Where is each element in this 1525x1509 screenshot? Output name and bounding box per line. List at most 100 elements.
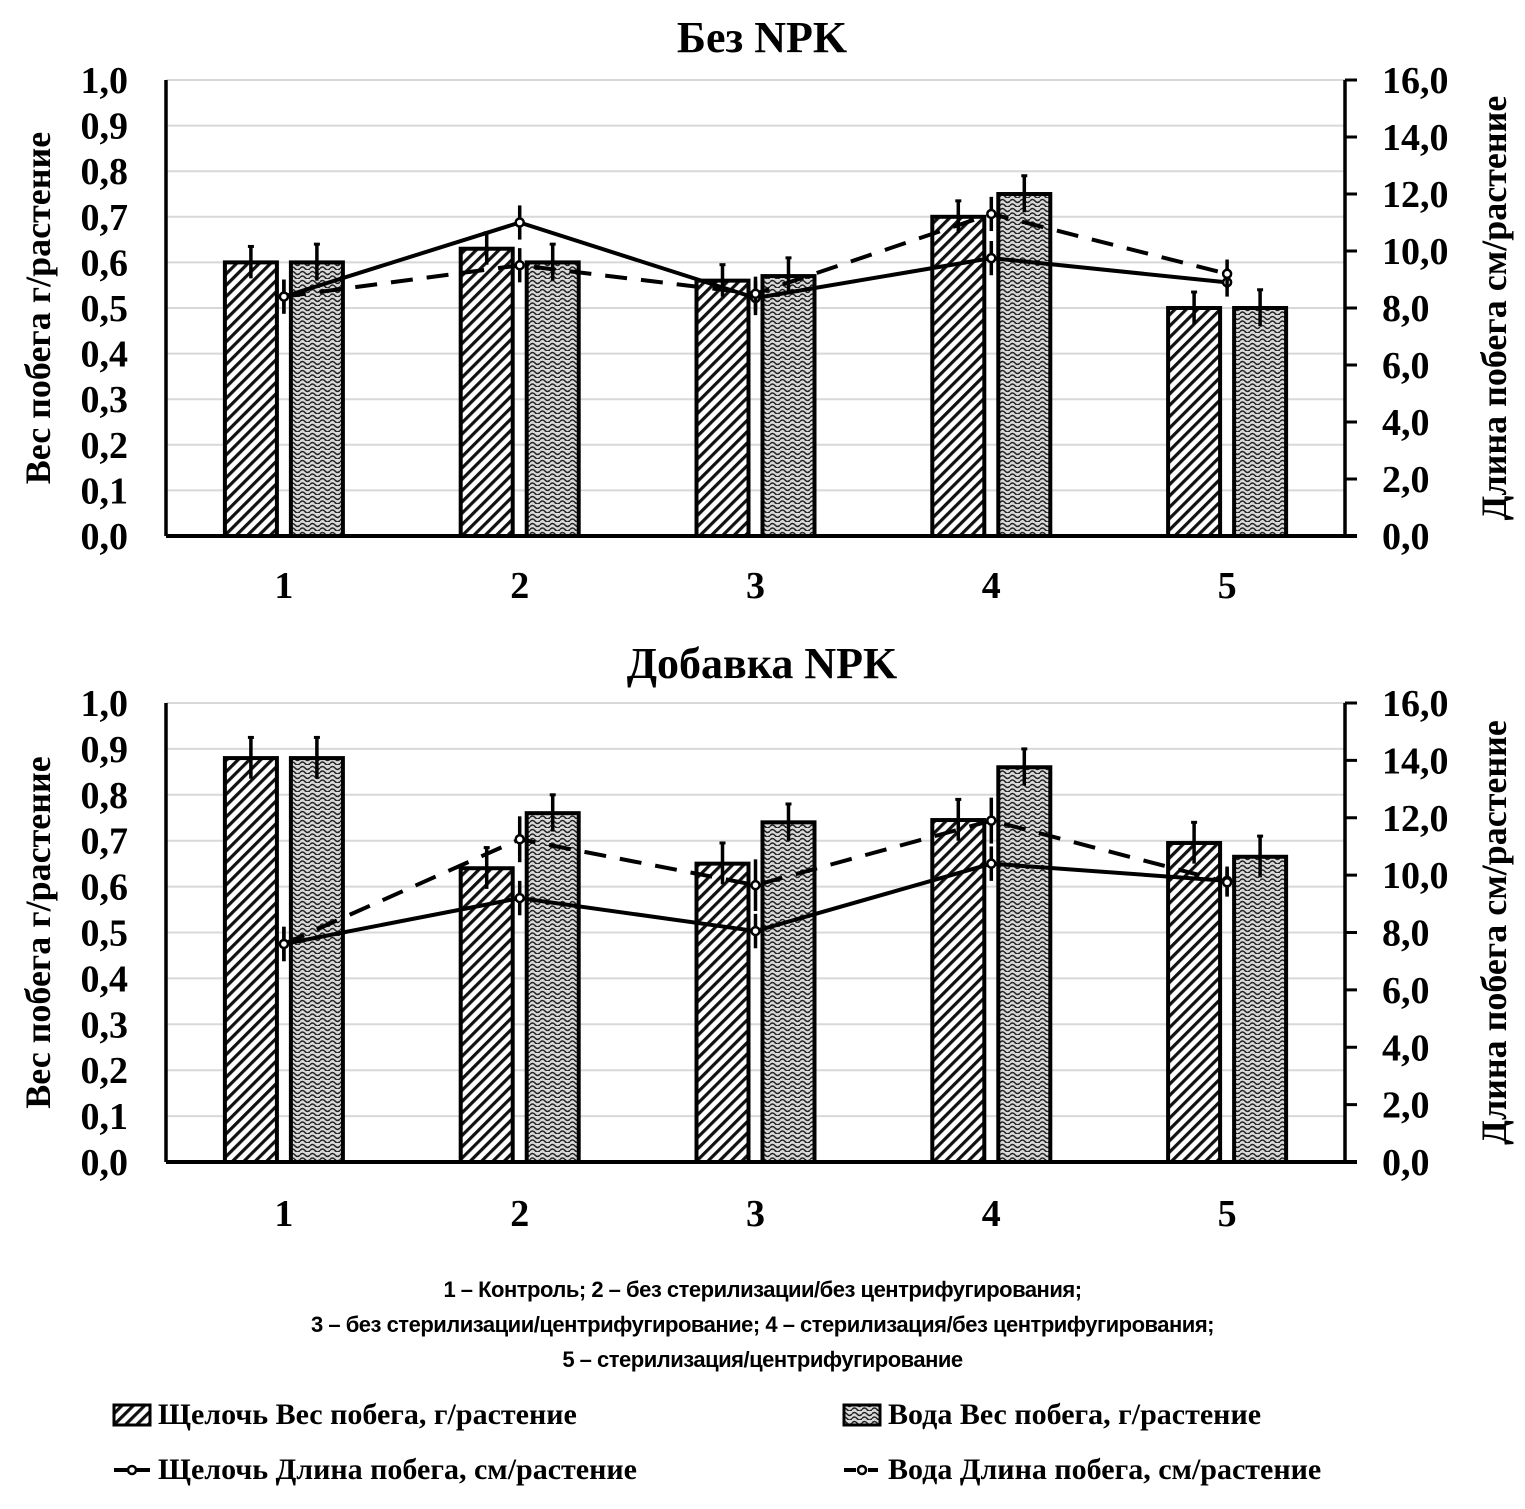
caption-line-2: 3 – без стерилизации/центрифугирование; … xyxy=(311,1312,1215,1337)
chart-without-npk: Без NPK0,00,10,20,30,40,50,60,70,80,91,0… xyxy=(18,13,1514,607)
bar-alkali-weight xyxy=(1166,306,1223,538)
point-water-length xyxy=(750,879,761,891)
point-water-length xyxy=(278,938,290,950)
y-left-tick-label: 0,0 xyxy=(81,1142,129,1184)
y-left-tick-label: 0,8 xyxy=(81,775,129,817)
y-right-tick-label: 6,0 xyxy=(1382,970,1430,1012)
y-left-tick-label: 1,0 xyxy=(81,683,129,725)
y-left-tick-label: 0,2 xyxy=(81,425,129,467)
point-water-length xyxy=(278,291,290,302)
x-tick-label: 1 xyxy=(274,1193,293,1235)
y-left-tick-label: 0,1 xyxy=(81,1096,129,1138)
x-tick-label: 3 xyxy=(746,565,765,607)
y-right-tick-label: 8,0 xyxy=(1382,288,1430,330)
legend-label: Вода Вес побега, г/растение xyxy=(888,1398,1262,1431)
bar-alkali-weight xyxy=(930,214,987,539)
bar-water-weight xyxy=(760,274,817,538)
y-right-axis-title: Длина побега см/растение xyxy=(1474,720,1514,1145)
y-left-tick-label: 0,8 xyxy=(81,151,129,193)
y-left-tick-label: 0,9 xyxy=(81,106,129,148)
point-alkali-length xyxy=(986,858,997,869)
legend-label: Щелочь Вес побега, г/растение xyxy=(158,1398,577,1431)
point-water-length xyxy=(1221,268,1233,280)
bar-water-weight xyxy=(524,260,581,538)
bar-water-weight xyxy=(288,756,345,1165)
y-right-tick-label: 10,0 xyxy=(1382,231,1449,273)
y-left-tick-label: 1,0 xyxy=(81,60,129,102)
y-right-tick-label: 2,0 xyxy=(1382,1085,1430,1127)
bar-alkali-weight xyxy=(694,861,751,1165)
point-alkali-length xyxy=(514,217,525,228)
y-right-tick-label: 16,0 xyxy=(1382,683,1449,725)
bar-water-weight xyxy=(760,820,817,1165)
y-right-tick-label: 12,0 xyxy=(1382,174,1449,216)
bar-alkali-weight xyxy=(222,756,279,1165)
caption-line-3: 5 – стерилизация/центрифугирование xyxy=(562,1347,963,1372)
chart-with-npk: Добавка NPK0,00,10,20,30,40,50,60,70,80,… xyxy=(18,639,1514,1235)
y-right-tick-label: 0,0 xyxy=(1382,516,1430,558)
point-water-length xyxy=(986,208,997,220)
y-right-tick-label: 10,0 xyxy=(1382,855,1449,897)
bar-water-weight xyxy=(524,811,581,1164)
x-tick-label: 5 xyxy=(1218,565,1237,607)
bar-water-weight xyxy=(288,260,345,538)
bar-water-weight xyxy=(1232,854,1289,1164)
y-left-axis-title: Вес побега г/растение xyxy=(18,132,58,484)
legend-item-alkali-length: Щелочь Длина побега, см/растение xyxy=(112,1453,637,1487)
legend-item-alkali-weight: Щелочь Вес побега, г/растение xyxy=(112,1398,577,1432)
caption-line-1: 1 – Контроль; 2 – без стерилизации/без ц… xyxy=(443,1277,1082,1302)
point-water-length xyxy=(986,815,997,826)
diagonal-hatch-swatch-icon xyxy=(112,1403,152,1427)
x-tick-label: 1 xyxy=(274,565,293,607)
x-tick-label: 4 xyxy=(982,1193,1001,1235)
y-right-tick-label: 14,0 xyxy=(1382,740,1449,782)
point-water-length xyxy=(1221,877,1233,888)
y-left-axis-title: Вес побега г/растение xyxy=(18,756,58,1108)
bar-alkali-weight xyxy=(458,866,515,1164)
point-water-length xyxy=(514,260,525,271)
point-alkali-length xyxy=(514,892,525,904)
x-tick-label: 2 xyxy=(510,1193,529,1235)
y-left-tick-label: 0,3 xyxy=(81,379,129,421)
solid-line-circle-icon xyxy=(114,1464,150,1476)
point-alkali-length xyxy=(986,252,997,264)
y-right-tick-label: 8,0 xyxy=(1382,913,1430,955)
y-left-tick-label: 0,9 xyxy=(81,729,129,771)
y-left-tick-label: 0,4 xyxy=(81,958,129,1000)
wave-hatch-swatch-icon xyxy=(842,1403,882,1427)
y-left-tick-label: 0,3 xyxy=(81,1004,129,1046)
bar-alkali-weight xyxy=(1166,840,1223,1164)
x-tick-label: 4 xyxy=(982,565,1001,607)
y-left-tick-label: 0,6 xyxy=(81,242,129,284)
point-water-length xyxy=(750,288,761,299)
legend-item-water-length: Вода Длина побега, см/растение xyxy=(842,1453,1321,1487)
dashed-line-circle-icon xyxy=(844,1464,878,1476)
y-right-tick-label: 0,0 xyxy=(1382,1142,1430,1184)
x-tick-label: 5 xyxy=(1218,1193,1237,1235)
legend-label: Щелочь Длина побега, см/растение xyxy=(158,1453,637,1486)
y-left-tick-label: 0,5 xyxy=(81,913,129,955)
x-tick-label: 2 xyxy=(510,565,529,607)
legend-label: Вода Длина побега, см/растение xyxy=(888,1453,1322,1486)
chart-title: Без NPK xyxy=(677,13,847,62)
y-left-tick-label: 0,6 xyxy=(81,867,129,909)
y-right-tick-label: 2,0 xyxy=(1382,459,1430,501)
legend-item-water-weight: Вода Вес побега, г/растение xyxy=(842,1398,1261,1432)
y-right-tick-label: 4,0 xyxy=(1382,402,1430,444)
point-alkali-length xyxy=(750,925,761,937)
bar-water-weight xyxy=(1232,306,1289,538)
y-right-tick-label: 6,0 xyxy=(1382,345,1430,387)
y-left-tick-label: 0,7 xyxy=(81,197,129,239)
y-right-tick-label: 4,0 xyxy=(1382,1027,1430,1069)
y-right-axis-title: Длина побега см/растение xyxy=(1474,96,1514,521)
y-right-tick-label: 12,0 xyxy=(1382,798,1449,840)
chart-title: Добавка NPK xyxy=(627,639,898,688)
y-left-tick-label: 0,1 xyxy=(81,470,129,512)
bar-water-weight xyxy=(996,192,1053,538)
y-right-tick-label: 14,0 xyxy=(1382,117,1449,159)
bar-alkali-weight xyxy=(694,278,751,539)
bar-alkali-weight xyxy=(458,246,515,538)
y-left-tick-label: 0,4 xyxy=(81,334,129,376)
y-right-tick-label: 16,0 xyxy=(1382,60,1449,102)
